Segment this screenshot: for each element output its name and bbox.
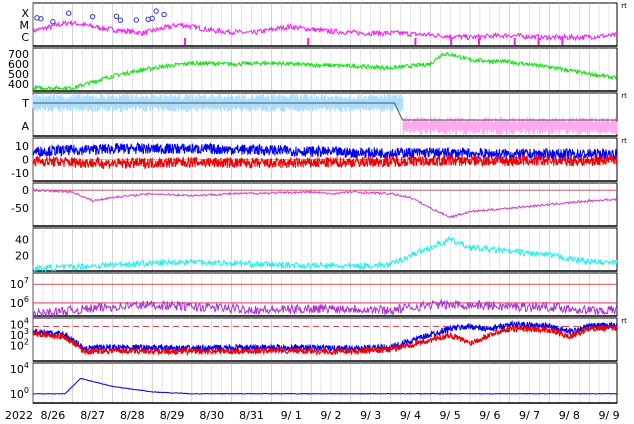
ytick-label: X	[21, 7, 29, 20]
date-tick-label: 9/ 3	[360, 409, 381, 422]
date-tick-label: 8/30	[199, 409, 224, 422]
ta-trend-line	[33, 102, 617, 121]
ytick-label: 10	[15, 140, 29, 153]
electron-flux-line	[32, 298, 618, 319]
ytick-label: A	[21, 120, 29, 133]
corner-mark: rt	[621, 317, 627, 325]
wind-speed-line	[32, 51, 617, 92]
flare-marker	[89, 14, 96, 20]
xray-spike	[307, 38, 310, 45]
date-tick-label: 9/ 2	[320, 409, 341, 422]
date-axis: 2022 8/26 8/27 8/28 8/29 8/30 8/31 9/ 1 9/ 2 9/ …	[5, 409, 620, 422]
flare-marker	[50, 19, 56, 25]
corner-mark: rt	[621, 92, 627, 100]
imf-red-line	[32, 154, 618, 170]
date-tick-label: 9/ 8	[559, 409, 580, 422]
xray-spike	[183, 38, 186, 45]
ytick-label: T	[21, 97, 29, 110]
ytick-label: 20	[15, 249, 29, 262]
panel-9	[32, 362, 618, 404]
date-tick-label: 8/31	[239, 409, 264, 422]
xray-series-line	[32, 20, 618, 42]
flare-marker	[38, 16, 44, 22]
flare-marker	[161, 11, 167, 18]
ytick-label: 40	[15, 234, 29, 247]
proton-red-line	[32, 323, 618, 357]
date-tick-label: 9/ 5	[440, 409, 461, 422]
flare-marker	[133, 17, 139, 23]
date-tick-label: 9/ 4	[400, 409, 421, 422]
electron-flux-2-line	[32, 377, 618, 395]
date-tick-label: 9/ 1	[281, 409, 302, 422]
ytick-label: 0	[22, 184, 29, 197]
ytick-label: 0	[22, 154, 29, 167]
flare-marker	[149, 15, 155, 22]
flare-marker	[117, 17, 124, 23]
ytick-label: M	[20, 19, 30, 32]
date-tick-label: 8/27	[80, 409, 105, 422]
xray-spike	[477, 38, 480, 45]
ytick-label: -10	[11, 167, 29, 180]
xray-spike	[537, 38, 540, 45]
date-tick-label: 9/ 6	[479, 409, 500, 422]
panel-2	[32, 47, 618, 92]
flare-marker	[66, 10, 72, 16]
xray-spike	[450, 38, 453, 45]
xray-spike	[513, 38, 516, 45]
date-tick-label: 8/29	[160, 409, 185, 422]
panel-5	[32, 182, 618, 227]
kp-line	[32, 235, 618, 274]
dst-line	[32, 188, 618, 219]
ytick-label: 500	[8, 68, 29, 81]
year-label: 2022	[5, 409, 33, 422]
corner-mark: rt	[621, 2, 627, 10]
flare-marker	[113, 13, 120, 20]
ytick-label: 700	[8, 48, 29, 61]
ytick-label: -50	[11, 202, 29, 215]
corner-mark: rt	[621, 137, 627, 145]
date-tick-label: 8/28	[120, 409, 145, 422]
ytick-label: 104	[10, 361, 29, 376]
panel-1	[32, 2, 618, 47]
xray-spike	[561, 38, 564, 45]
ytick-label: 600	[8, 58, 29, 71]
date-tick-label: 9/ 9	[598, 409, 619, 422]
ytick-label: 100	[10, 386, 29, 401]
ytick-label: 400	[8, 78, 29, 91]
imf-blue-line	[32, 141, 618, 162]
ytick-label: 106	[10, 295, 29, 310]
panel-7	[32, 272, 618, 317]
date-tick-label: 8/26	[41, 409, 66, 422]
ytick-label: C	[21, 31, 29, 44]
panels-layer: XMC400500600700TA-10010-5002040106107102…	[8, 2, 627, 404]
date-tick-label: 9/ 7	[519, 409, 540, 422]
ytick-label: 107	[10, 276, 29, 291]
xray-spike	[414, 38, 417, 45]
flare-marker	[153, 8, 159, 14]
